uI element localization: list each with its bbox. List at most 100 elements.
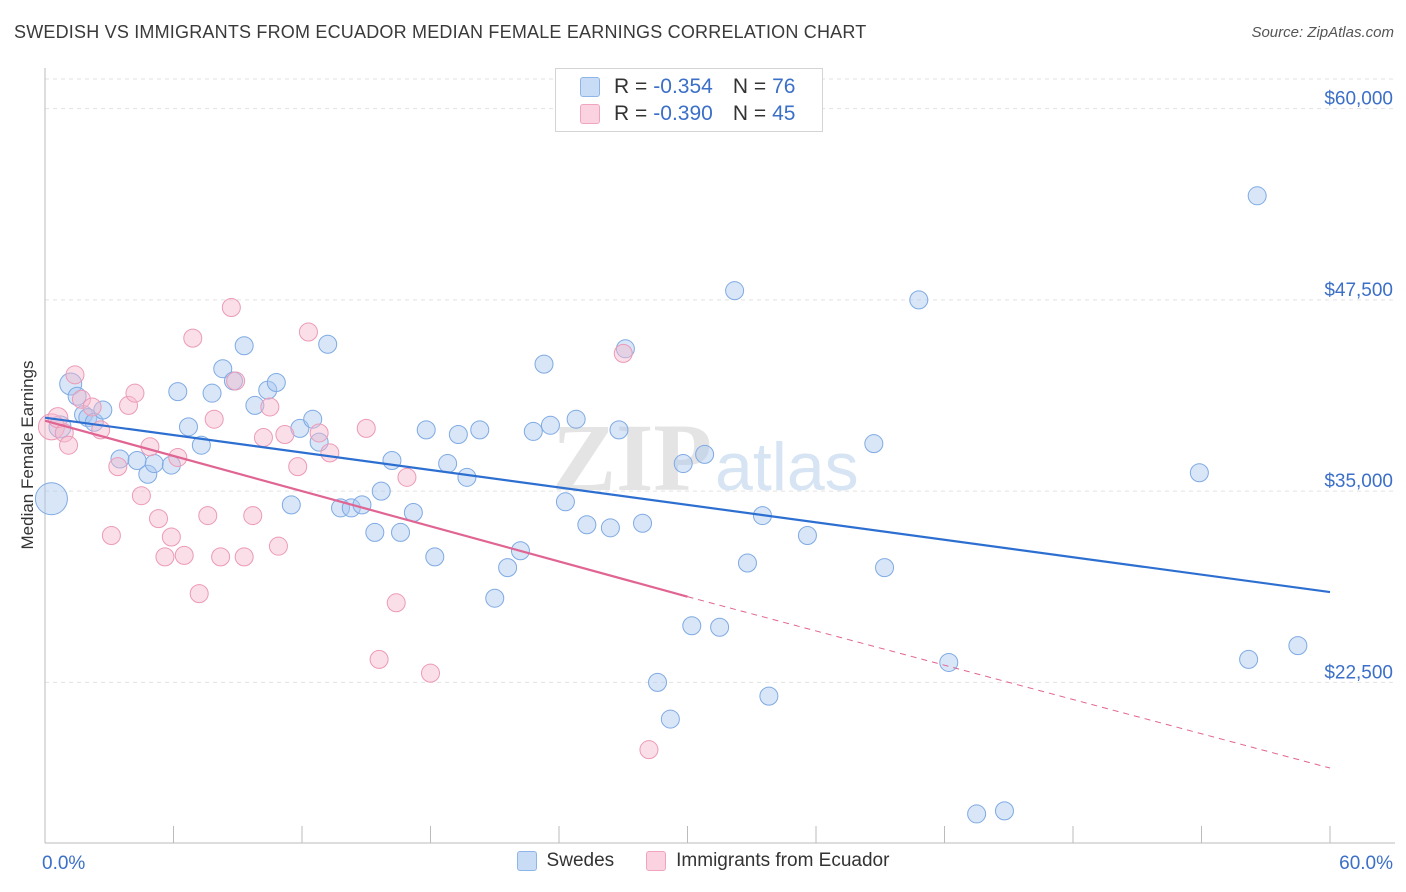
point-swedes	[633, 513, 653, 533]
point-swedes	[191, 435, 211, 455]
point-swedes	[457, 467, 477, 487]
axes	[44, 68, 1395, 844]
point-swedes	[1247, 186, 1267, 206]
point-ecuador	[226, 371, 246, 391]
watermark: ZIP atlas	[552, 404, 859, 511]
y-axis-label: Median Female Earnings	[18, 360, 37, 550]
point-swedes	[138, 464, 158, 484]
legend-n-value: 45	[772, 102, 796, 125]
point-swedes	[609, 420, 629, 440]
legend-swatch-swedes	[580, 77, 600, 97]
point-swedes	[737, 553, 757, 573]
point-swedes	[682, 616, 702, 636]
point-swedes	[416, 420, 436, 440]
point-swedes	[318, 334, 338, 354]
point-ecuador	[234, 547, 254, 567]
point-swedes	[371, 481, 391, 501]
point-swedes	[1239, 649, 1259, 669]
point-ecuador	[260, 397, 280, 417]
bottom-legend-label-ecuador: Immigrants from Ecuador	[676, 850, 890, 871]
point-swedes	[425, 547, 445, 567]
point-swedes	[939, 652, 959, 672]
point-swedes	[178, 417, 198, 437]
point-swedes	[759, 686, 779, 706]
point-ecuador	[356, 418, 376, 438]
point-swedes	[710, 617, 730, 637]
point-ecuador	[288, 457, 308, 477]
series-swedes	[34, 186, 1308, 824]
legend-row-swedes: R = -0.354 N = 76	[580, 74, 795, 100]
point-swedes	[485, 588, 505, 608]
point-swedes	[281, 495, 301, 515]
point-ecuador	[211, 547, 231, 567]
point-swedes	[470, 420, 490, 440]
bottom-legend-ecuador: Immigrants from Ecuador	[646, 850, 889, 872]
point-swedes	[245, 395, 265, 415]
point-swedes	[967, 804, 987, 824]
legend-row-ecuador: R = -0.390 N = 45	[580, 101, 795, 127]
point-swedes	[577, 515, 597, 535]
x-tick-label-right: 60.0%	[1339, 853, 1393, 874]
point-ecuador	[189, 584, 209, 604]
y-tick-label: $35,000	[1324, 471, 1393, 492]
point-swedes	[93, 400, 113, 420]
point-swedes	[875, 558, 895, 578]
point-swedes	[695, 444, 715, 464]
point-ecuador	[397, 467, 417, 487]
point-swedes	[1189, 463, 1209, 483]
legend-r-label: R =	[614, 102, 648, 125]
point-ecuador	[119, 395, 139, 415]
point-ecuador	[386, 593, 406, 613]
point-ecuador	[59, 435, 79, 455]
point-swedes	[523, 421, 543, 441]
point-ecuador	[268, 536, 288, 556]
point-ecuador	[243, 506, 263, 526]
point-swedes	[566, 409, 586, 429]
point-ecuador	[125, 383, 145, 403]
legend-box: R = -0.354 N = 76 R = -0.390 N = 45	[555, 68, 823, 132]
y-tick-labels: $22,500 $35,000 $47,500 $60,000	[1324, 89, 1393, 684]
legend-n-value: 76	[772, 75, 796, 98]
point-swedes	[600, 518, 620, 538]
point-swedes	[498, 558, 518, 578]
point-swedes	[448, 424, 468, 444]
trend-line-swedes	[44, 416, 1331, 594]
legend-n-label: N =	[732, 75, 767, 98]
point-ecuador	[155, 547, 175, 567]
point-swedes	[365, 522, 385, 542]
point-swedes	[34, 482, 68, 516]
point-ecuador	[65, 365, 85, 385]
point-ecuador	[221, 298, 241, 317]
y-tick-label: $60,000	[1324, 89, 1393, 110]
point-ecuador	[613, 343, 633, 363]
bottom-legend-label-swedes: Swedes	[546, 850, 615, 871]
point-swedes	[266, 372, 286, 392]
watermark-atlas: atlas	[715, 429, 859, 505]
point-swedes	[144, 454, 164, 474]
point-ecuador	[320, 443, 340, 463]
point-ecuador	[298, 322, 318, 342]
point-swedes	[725, 281, 745, 301]
point-swedes	[234, 336, 254, 356]
point-swedes	[382, 451, 402, 470]
legend-r-value: -0.354	[653, 75, 713, 98]
point-ecuador	[161, 527, 181, 547]
trend-lines	[44, 416, 1331, 769]
x-tick-label-left: 0.0%	[42, 853, 85, 874]
point-ecuador	[369, 649, 389, 669]
legend-n-label: N =	[732, 102, 767, 125]
watermark-zip: ZIP	[552, 404, 712, 511]
point-swedes	[534, 354, 554, 374]
chart-title: SWEDISH VS IMMIGRANTS FROM ECUADOR MEDIA…	[14, 22, 867, 42]
point-ecuador	[309, 423, 329, 443]
point-swedes	[994, 801, 1014, 821]
point-swedes	[59, 372, 83, 396]
point-ecuador	[421, 663, 440, 683]
point-ecuador	[149, 509, 169, 529]
point-ecuador	[174, 545, 194, 565]
point-ecuador	[101, 525, 121, 545]
point-swedes	[673, 454, 693, 474]
point-ecuador	[204, 409, 224, 429]
trend-line-ecuador	[44, 419, 688, 598]
